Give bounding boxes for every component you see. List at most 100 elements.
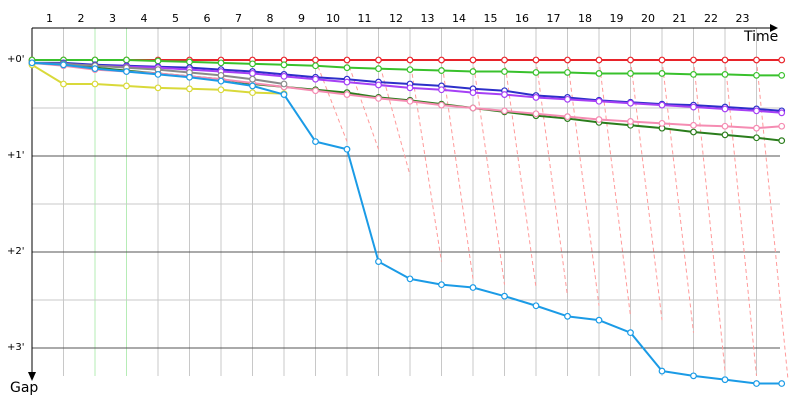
- x-tick-label: 22: [704, 12, 718, 25]
- x-tick-label: 6: [204, 12, 211, 25]
- data-point: [721, 131, 729, 139]
- data-point: [690, 128, 697, 136]
- data-point: [438, 101, 445, 109]
- data-point: [249, 89, 256, 97]
- y-tick-label: +0': [7, 54, 25, 65]
- lap-connector: [535, 59, 568, 297]
- data-point: [154, 84, 162, 92]
- data-point: [375, 258, 382, 266]
- data-point: [627, 118, 634, 125]
- x-tick-label: 12: [389, 12, 403, 25]
- data-point: [753, 134, 760, 142]
- data-point: [564, 312, 571, 320]
- data-point: [501, 292, 508, 300]
- data-point: [721, 70, 729, 78]
- data-point: [532, 56, 540, 64]
- data-point: [564, 113, 571, 121]
- data-point: [186, 85, 193, 93]
- data-point: [123, 82, 130, 90]
- data-point: [154, 70, 162, 78]
- x-tick-label: 19: [610, 12, 624, 25]
- data-point: [123, 68, 130, 75]
- x-tick-label: 17: [547, 12, 561, 25]
- data-point: [564, 56, 571, 64]
- data-point: [343, 91, 351, 98]
- data-point: [778, 380, 786, 387]
- lap-connector: [346, 59, 379, 150]
- data-point: [280, 91, 288, 98]
- data-point: [280, 80, 288, 88]
- y-tick-label: +1': [7, 150, 25, 161]
- x-tick-label: 2: [78, 12, 85, 25]
- data-point: [249, 75, 256, 83]
- data-point: [753, 124, 760, 132]
- data-point: [469, 104, 477, 112]
- data-point: [501, 56, 508, 64]
- x-tick-label: 20: [641, 12, 655, 25]
- data-point: [406, 97, 414, 105]
- data-point: [690, 103, 697, 111]
- x-tick-label: 13: [421, 12, 435, 25]
- data-point: [406, 56, 414, 64]
- data-point: [658, 70, 666, 77]
- lap-connector: [441, 59, 474, 279]
- series: [28, 56, 786, 387]
- data-point: [690, 70, 697, 78]
- data-point: [280, 72, 288, 80]
- data-point: [721, 376, 729, 384]
- data-point: [532, 110, 540, 118]
- x-tick-label: 9: [298, 12, 305, 25]
- y-axis-title: Gap: [10, 380, 38, 396]
- data-point: [438, 281, 445, 289]
- x-tick-label: 21: [673, 12, 687, 25]
- data-point: [564, 69, 571, 76]
- series-line: [31, 61, 782, 385]
- data-point: [312, 87, 319, 95]
- x-tick-label: 11: [358, 12, 372, 25]
- lap-connector: [693, 59, 726, 372]
- data-point: [438, 67, 445, 74]
- data-point: [312, 138, 319, 146]
- lap-connector: [378, 59, 411, 176]
- data-point: [753, 71, 760, 79]
- data-point: [217, 86, 225, 94]
- data-point: [469, 89, 477, 97]
- y-tick-label: +3': [7, 342, 25, 353]
- x-axis-arrow: [770, 24, 778, 32]
- data-point: [217, 77, 225, 85]
- data-point: [753, 56, 760, 64]
- data-point: [312, 62, 319, 70]
- lap-connector: [630, 59, 663, 321]
- data-point: [778, 56, 786, 64]
- data-point: [91, 65, 99, 73]
- data-point: [690, 121, 697, 129]
- data-point: [658, 367, 666, 375]
- data-point: [154, 57, 162, 65]
- lap-connector: [315, 59, 348, 142]
- data-point: [658, 56, 666, 64]
- data-point: [778, 137, 786, 145]
- data-point: [186, 58, 193, 66]
- data-point: [438, 86, 445, 94]
- x-axis-title: Time: [743, 29, 778, 45]
- data-point: [627, 56, 634, 64]
- data-point: [28, 59, 36, 67]
- data-point: [406, 66, 414, 73]
- y-axis-arrow: [28, 372, 36, 381]
- data-point: [627, 70, 634, 77]
- axes: Time Gap: [10, 24, 778, 396]
- data-point: [375, 81, 382, 89]
- data-point: [60, 61, 67, 69]
- data-point: [721, 122, 729, 130]
- data-point: [280, 61, 288, 69]
- data-point: [312, 56, 319, 64]
- data-point: [123, 56, 130, 64]
- data-point: [778, 71, 786, 79]
- data-point: [375, 65, 382, 73]
- x-tick-label: 16: [515, 12, 529, 25]
- lap-connector: [756, 59, 789, 380]
- data-point: [438, 56, 445, 64]
- data-point: [406, 84, 414, 92]
- data-point: [501, 107, 508, 115]
- data-point: [778, 122, 786, 130]
